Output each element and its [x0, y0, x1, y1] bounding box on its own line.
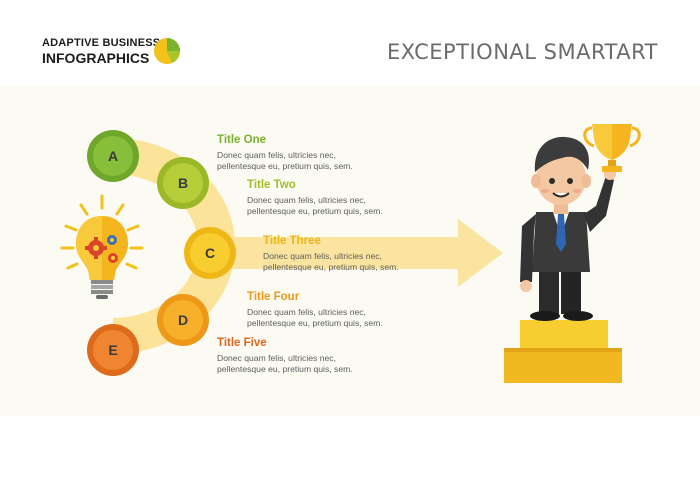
- item-desc-line-1: Donec quam felis, ultricies nec,: [217, 150, 336, 160]
- page-title: EXCEPTIONAL SMARTART: [386, 40, 658, 64]
- circle-e: [87, 324, 139, 376]
- main-arrow: [215, 219, 503, 287]
- item-four: Title Four Donec quam felis, ultricies n…: [247, 290, 383, 329]
- podium-icon: [504, 320, 622, 383]
- item-two: Title Two Donec quam felis, ultricies ne…: [247, 178, 383, 217]
- item-desc-line-1: Donec quam felis, ultricies nec,: [247, 307, 366, 317]
- circle-b: [157, 157, 209, 209]
- item-three: Title Three Donec quam felis, ultricies …: [263, 234, 399, 273]
- brand-line-1: ADAPTIVE BUSINESS: [42, 37, 161, 49]
- item-desc-line-2: pellentesque eu, pretium quis, sem.: [217, 364, 353, 374]
- item-desc-line-2: pellentesque eu, pretium quis, sem.: [217, 161, 353, 171]
- businessman-trophy-icon: [520, 124, 641, 321]
- item-five: Title Five Donec quam felis, ultricies n…: [217, 336, 353, 375]
- circle-c: [184, 227, 236, 279]
- lightbulb-gears-icon: [60, 194, 144, 299]
- item-desc-line-1: Donec quam felis, ultricies nec,: [217, 353, 336, 363]
- circle-d: [157, 294, 209, 346]
- circle-label-d: D: [177, 312, 189, 328]
- circle-label-a: A: [107, 148, 119, 164]
- brand-line-2: INFOGRAPHICS: [42, 50, 150, 66]
- circle-label-c: C: [204, 245, 216, 261]
- item-desc-line-2: pellentesque eu, pretium quis, sem.: [247, 318, 383, 328]
- circle-label-b: B: [177, 175, 189, 191]
- item-desc-line-1: Donec quam felis, ultricies nec,: [263, 251, 382, 261]
- item-title: Title Five: [217, 337, 267, 349]
- item-title: Title Three: [263, 235, 321, 247]
- circle-a: [87, 130, 139, 182]
- pie-chart-icon: [154, 38, 180, 64]
- item-desc-line-2: pellentesque eu, pretium quis, sem.: [263, 262, 399, 272]
- item-title: Title Two: [247, 179, 296, 191]
- item-title: Title One: [217, 134, 266, 146]
- item-desc-line-2: pellentesque eu, pretium quis, sem.: [247, 206, 383, 216]
- circle-label-e: E: [108, 342, 118, 358]
- item-one: Title One Donec quam felis, ultricies ne…: [217, 133, 353, 172]
- brand: ADAPTIVE BUSINESS INFOGRAPHICS: [42, 37, 160, 66]
- item-title: Title Four: [247, 291, 300, 303]
- item-desc-line-1: Donec quam felis, ultricies nec,: [247, 195, 366, 205]
